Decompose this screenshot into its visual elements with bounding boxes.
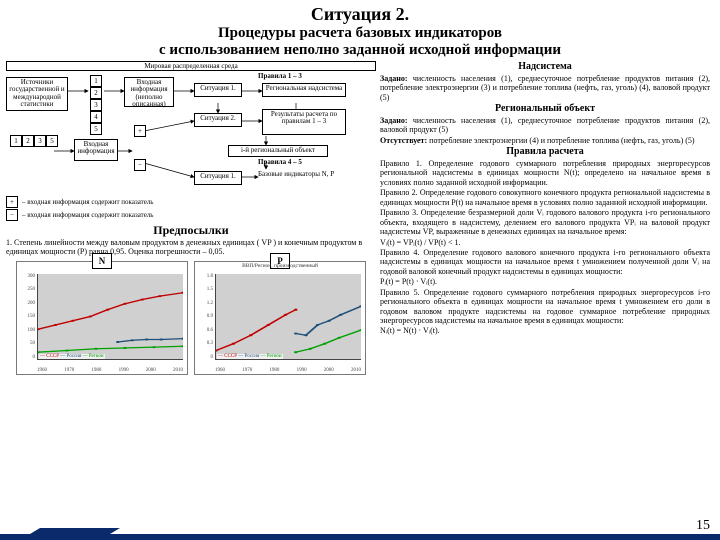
box-sit1: Ситуация 1. <box>194 83 242 97</box>
box-sit1b: Ситуация 1. <box>194 171 242 185</box>
left-column: Мировая распределенная среда <box>6 61 376 375</box>
prereq-1: 1. Степень линейности между валовым прод… <box>6 239 376 257</box>
zadano1: Задано: <box>380 74 408 83</box>
numb-1: 1 <box>10 135 22 147</box>
legend-plus-text: – входная информация содержит показатель <box>22 198 154 206</box>
chart-n-tag: N <box>92 253 112 269</box>
prereq-heading: Предпосылки <box>6 223 376 238</box>
h-rules: Правила расчета <box>380 146 710 158</box>
chart-p-yticks: 1.81.51.20.90.60.30 <box>197 274 213 360</box>
chart-n-svg <box>38 274 183 359</box>
chart-n-yticks: 300250200150100500 <box>19 274 35 360</box>
title-2: Процедуры расчета базовых индикаторов <box>6 25 714 42</box>
rule-1: Правило 1. Определение годового суммарно… <box>380 159 710 187</box>
rule-3f: Vᵢ(t) = VPᵢ(t) / VP(t) < 1. <box>380 238 710 247</box>
title-1: Ситуация 2. <box>6 4 714 25</box>
zadano2-text: численность населения (1), среднесуточно… <box>380 116 710 134</box>
diagram: Источники государственной и международно… <box>6 73 376 195</box>
lbl-rules13: Правила 1 – 3 <box>258 73 302 80</box>
zadano1-text: численность населения (1), среднесуточно… <box>380 74 710 102</box>
title-3: с использованием неполно заданной исходн… <box>6 42 714 59</box>
box-regional: Региональная надсистема <box>262 83 346 97</box>
lbl-base: Базовые индикаторы N, P <box>258 171 334 178</box>
legend-minus-text: – входная информация содержит показатель <box>22 211 154 219</box>
rule-5f: Nᵢ(t) = N(t) · Vᵢ(t). <box>380 326 710 335</box>
minus-node: − <box>134 159 146 171</box>
footer-deco <box>0 528 720 540</box>
chart-p-leg: — СССР — Россия — Регион <box>217 354 283 359</box>
num-4: 4 <box>90 111 102 123</box>
absent-text: потребление электроэнергии (4) и потребл… <box>427 136 694 145</box>
num-1: 1 <box>90 75 102 87</box>
lbl-rules45: Правила 4 – 5 <box>258 159 302 166</box>
legend-plus-icon: + <box>6 196 18 208</box>
rule-5: Правило 5. Определение годового суммарно… <box>380 288 710 326</box>
box-results: Результаты расчета по правилам 1 – 3 <box>262 109 346 135</box>
numb-2: 2 <box>22 135 34 147</box>
rule-4f: Pᵢ(t) = P(t) · Vᵢ(t). <box>380 277 710 286</box>
numb-5: 5 <box>46 135 58 147</box>
chart-n: N 300250200150100500 1960197019801990200… <box>16 261 188 375</box>
h-nadsys: Надсистема <box>380 61 710 73</box>
box-sources: Источники государственной и международно… <box>6 77 68 111</box>
chart-n-leg: — СССР — Россия — Регион <box>39 354 105 359</box>
chart-p-title: ВВП/Регион, производственный <box>195 263 365 269</box>
h-regobj: Региональный объект <box>380 103 710 115</box>
box-input-2: Входная информация <box>74 139 118 161</box>
zadano2: Задано: <box>380 116 408 125</box>
rule-3: Правило 3. Определение безразмерной доли… <box>380 208 710 236</box>
chart-n-xticks: 196019701980199020002010 <box>37 368 183 373</box>
env-band: Мировая распределенная среда <box>6 61 376 71</box>
right-column: Надсистема Задано: численность населения… <box>380 61 710 375</box>
num-2: 2 <box>90 87 102 99</box>
box-sit2: Ситуация 2. <box>194 113 242 127</box>
absent: Отсутствует: <box>380 136 427 145</box>
chart-p-xticks: 196019701980199020002010 <box>215 368 361 373</box>
rule-4: Правило 4. Определение годового валового… <box>380 248 710 276</box>
box-input-1: Входная информация (неполно описанная) <box>124 77 174 107</box>
legend: + – входная информация содержит показател… <box>6 196 376 221</box>
legend-minus-icon: − <box>6 209 18 221</box>
num-3: 3 <box>90 99 102 111</box>
numb-3: 3 <box>34 135 46 147</box>
chart-p-svg <box>216 274 361 359</box>
rule-2: Правило 2. Определение годового совокупн… <box>380 188 710 207</box>
plus-node: + <box>134 125 146 137</box>
box-iobj: i-й региональный объект <box>228 145 328 157</box>
num-5: 5 <box>90 123 102 135</box>
chart-p: P ВВП/Регион, производственный 1.81.51.2… <box>194 261 366 375</box>
